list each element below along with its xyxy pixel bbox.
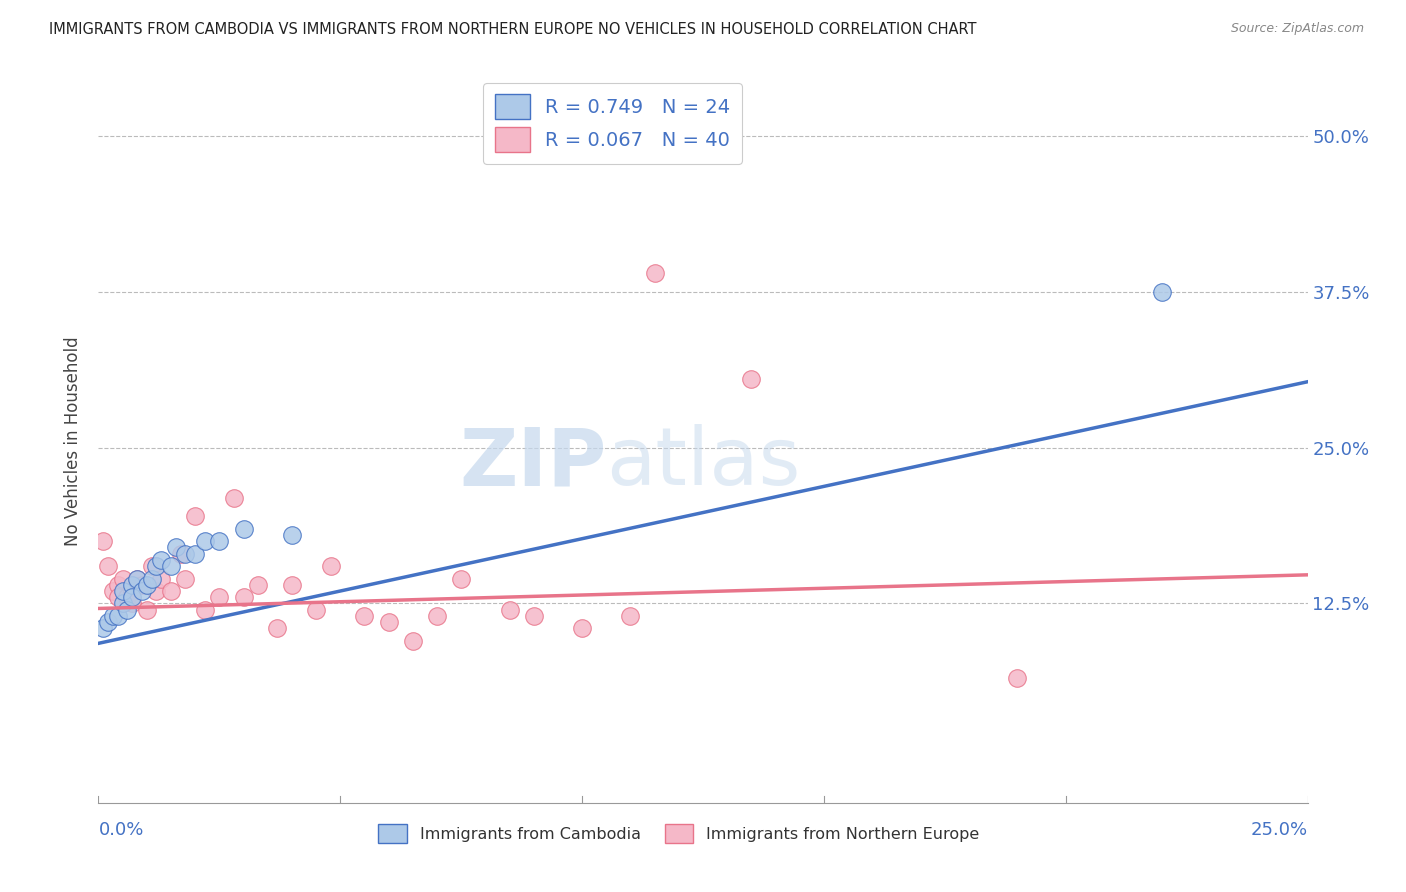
Point <box>208 591 231 605</box>
Point <box>644 266 666 280</box>
Point <box>121 591 143 605</box>
Text: IMMIGRANTS FROM CAMBODIA VS IMMIGRANTS FROM NORTHERN EUROPE NO VEHICLES IN HOUSE: IMMIGRANTS FROM CAMBODIA VS IMMIGRANTS F… <box>49 22 977 37</box>
Point <box>111 572 134 586</box>
Point <box>141 559 163 574</box>
Point <box>232 591 254 605</box>
Text: Source: ZipAtlas.com: Source: ZipAtlas.com <box>1230 22 1364 36</box>
Point <box>107 609 129 624</box>
Point <box>160 584 183 599</box>
Text: 25.0%: 25.0% <box>1250 822 1308 839</box>
Point <box>266 621 288 635</box>
Point <box>281 578 304 592</box>
Point <box>111 584 134 599</box>
Text: atlas: atlas <box>606 425 800 502</box>
Point <box>571 621 593 635</box>
Point <box>91 621 114 635</box>
Point <box>305 603 328 617</box>
Point <box>319 559 342 574</box>
Point <box>127 572 149 586</box>
Point <box>232 522 254 536</box>
Point <box>131 584 153 599</box>
Point <box>101 609 124 624</box>
Point <box>1152 285 1174 299</box>
Point <box>194 534 217 549</box>
Point <box>117 603 139 617</box>
Point <box>107 578 129 592</box>
Point <box>131 578 153 592</box>
Point <box>101 584 124 599</box>
Point <box>450 572 472 586</box>
Point <box>208 534 231 549</box>
Point <box>150 553 173 567</box>
Legend: Immigrants from Cambodia, Immigrants from Northern Europe: Immigrants from Cambodia, Immigrants fro… <box>371 818 986 849</box>
Point <box>135 578 157 592</box>
Point <box>135 603 157 617</box>
Point <box>145 584 167 599</box>
Point <box>145 559 167 574</box>
Text: ZIP: ZIP <box>458 425 606 502</box>
Text: 0.0%: 0.0% <box>98 822 143 839</box>
Point <box>194 603 217 617</box>
Point <box>222 491 245 505</box>
Point <box>281 528 304 542</box>
Point <box>402 633 425 648</box>
Point <box>426 609 449 624</box>
Point <box>523 609 546 624</box>
Point <box>353 609 375 624</box>
Point <box>97 559 120 574</box>
Point <box>184 547 207 561</box>
Point <box>107 591 129 605</box>
Point <box>121 584 143 599</box>
Point <box>1007 671 1029 685</box>
Point <box>184 509 207 524</box>
Y-axis label: No Vehicles in Household: No Vehicles in Household <box>65 336 83 547</box>
Point <box>247 578 270 592</box>
Point <box>91 534 114 549</box>
Point <box>174 547 197 561</box>
Point <box>619 609 641 624</box>
Point <box>150 572 173 586</box>
Point <box>498 603 520 617</box>
Point <box>117 591 139 605</box>
Point <box>174 572 197 586</box>
Point <box>111 597 134 611</box>
Point <box>160 559 183 574</box>
Point <box>169 547 191 561</box>
Point <box>165 541 187 555</box>
Point <box>141 572 163 586</box>
Point <box>121 597 143 611</box>
Point <box>121 578 143 592</box>
Point <box>377 615 399 630</box>
Point <box>127 572 149 586</box>
Point <box>97 615 120 630</box>
Point <box>740 372 762 386</box>
